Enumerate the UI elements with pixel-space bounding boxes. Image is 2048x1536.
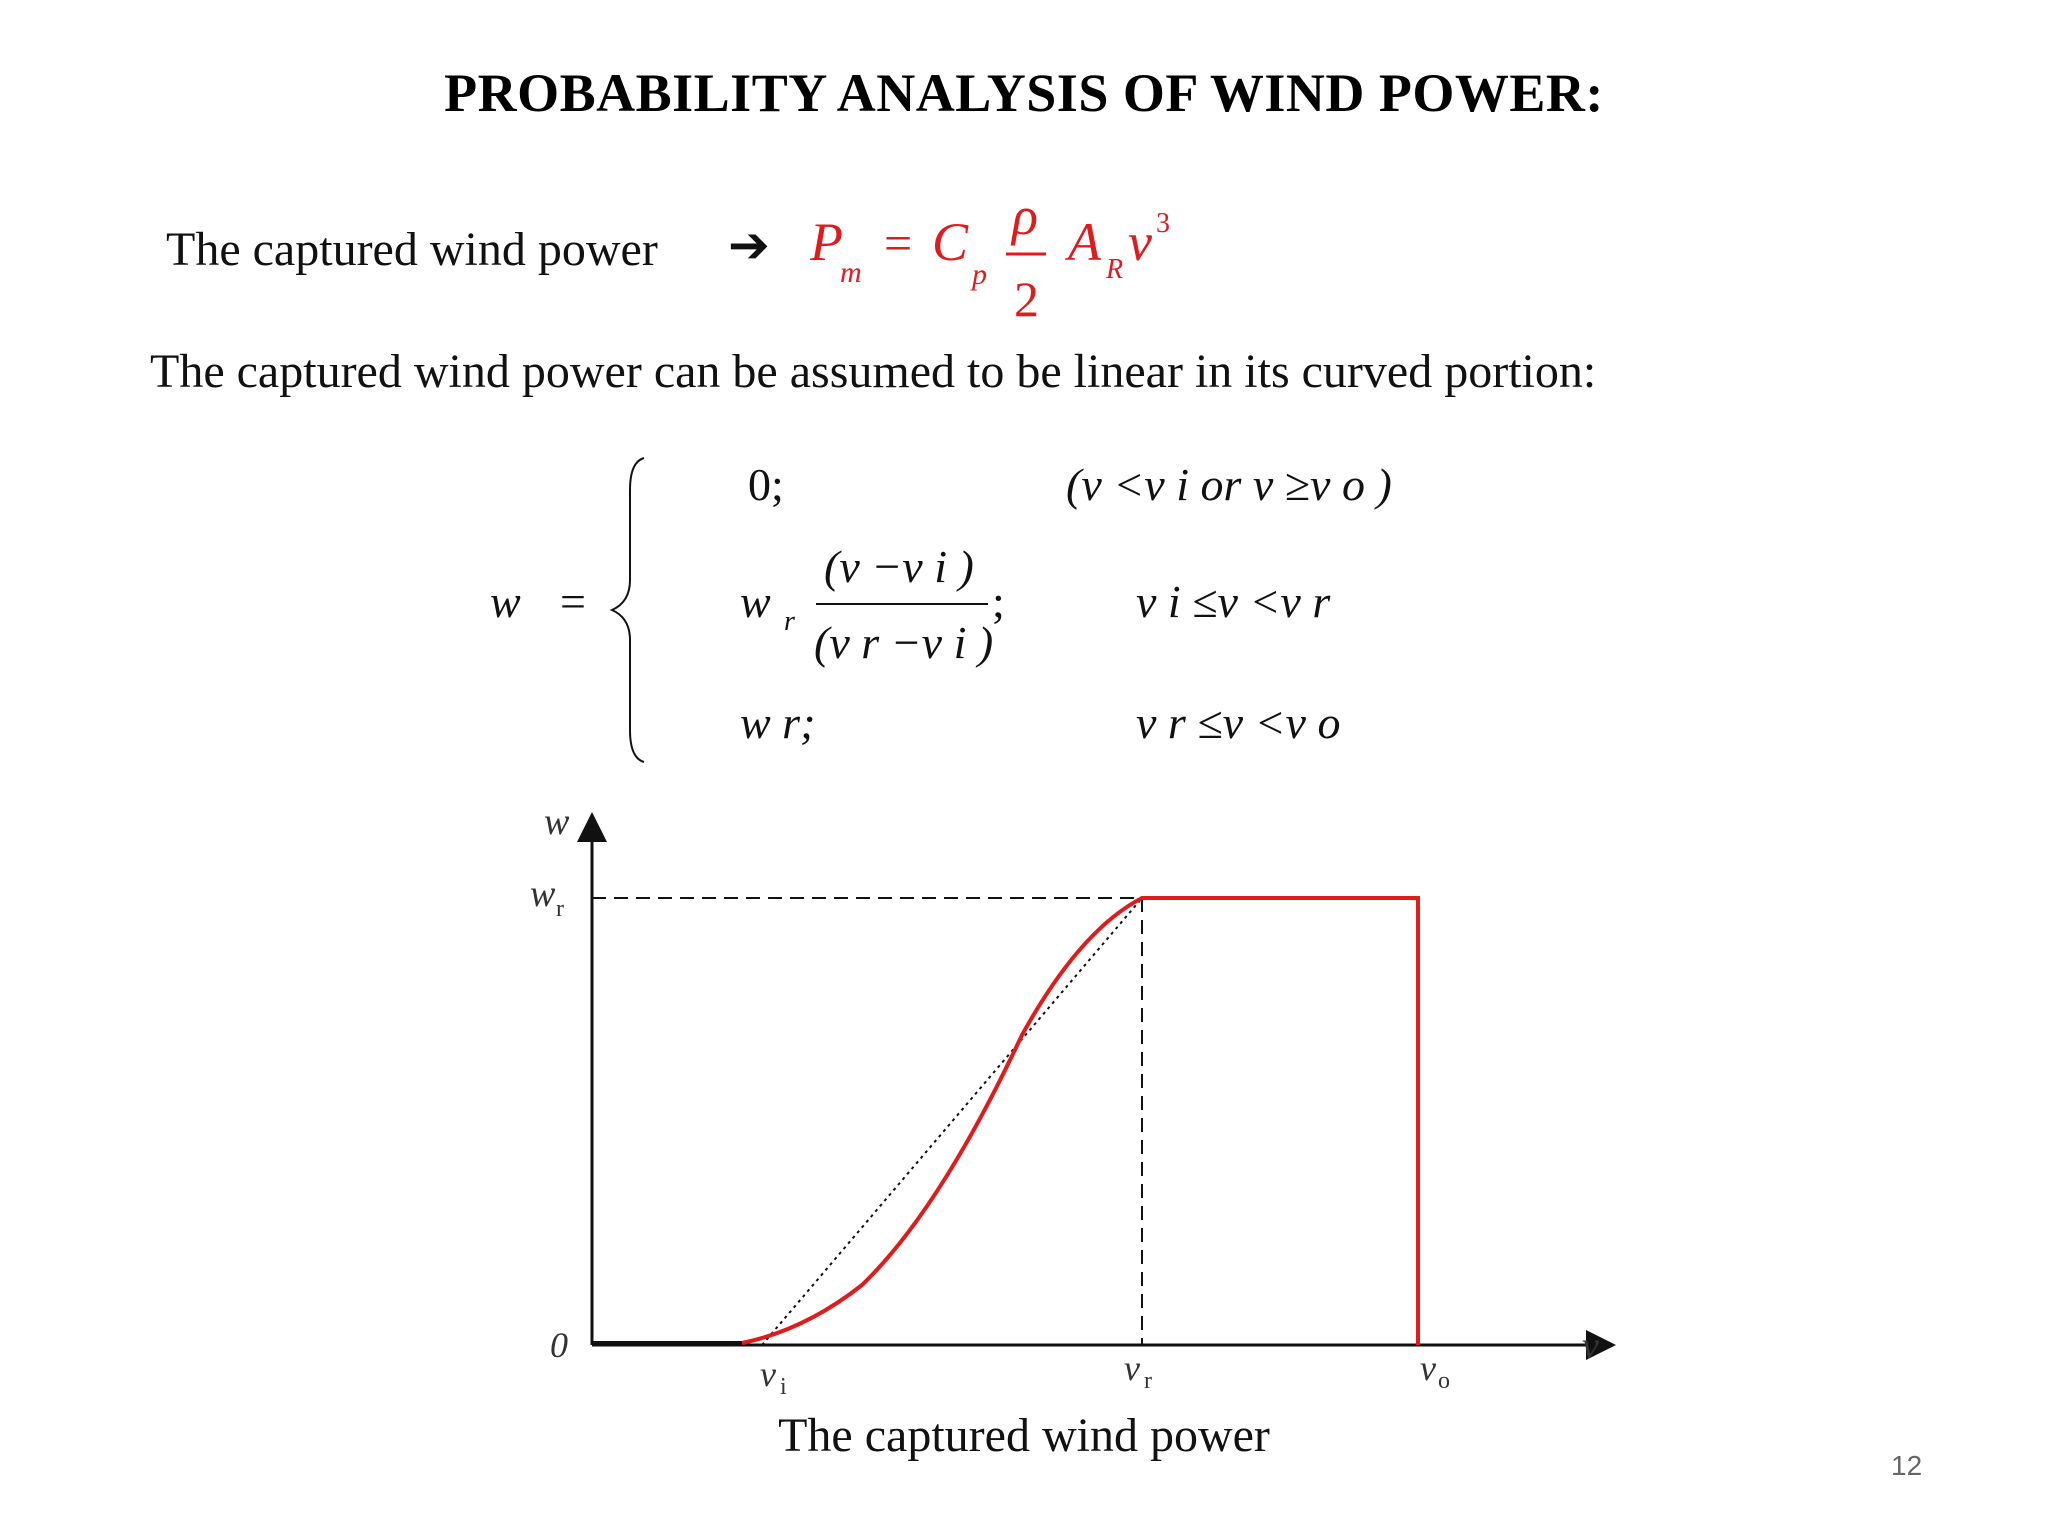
case1-condition: (v <v i or v ≥v o ) (1066, 459, 1392, 510)
vo-label: v (1420, 1348, 1436, 1388)
origin-label: 0 (550, 1325, 568, 1365)
formula-a-sub: R (1105, 254, 1123, 285)
case2-condition: v i ≤v <v r (1136, 576, 1331, 627)
right-arrow-icon: ➔ (728, 216, 770, 274)
power-formula: P m = C p ρ 2 A R v 3 (809, 188, 1170, 327)
case2-semicolon: ; (992, 576, 1005, 627)
case1-value: 0; (748, 459, 784, 510)
formula-two: 2 (1014, 271, 1039, 327)
x-axis-label: v (1582, 1325, 1599, 1367)
diagram-caption: The captured wind power (778, 1409, 1270, 1462)
formula-eq: = (884, 215, 912, 271)
piecewise-lhs: w (490, 576, 521, 627)
vr-label: v (1124, 1348, 1140, 1388)
vi-sub: i (780, 1374, 787, 1400)
linear-approximation-line (761, 897, 1143, 1346)
vo-sub: o (1438, 1368, 1450, 1394)
statement-text: The captured wind power can be assumed t… (150, 345, 1597, 398)
formula-a: A (1065, 212, 1102, 272)
case2-denominator: (v r −v i ) (814, 617, 993, 668)
case2-numerator: (v −v i ) (824, 541, 974, 592)
piecewise-brace (609, 457, 645, 763)
formula-p-sub: m (840, 256, 862, 289)
case3-condition: v r ≤v <v o (1136, 697, 1340, 748)
case3-value: w r; (740, 697, 815, 748)
intro-label: The captured wind power (166, 223, 658, 276)
piecewise-eq: = (560, 576, 586, 627)
vr-sub: r (1144, 1368, 1152, 1394)
formula-v: v (1128, 212, 1152, 272)
formula-v-exp: 3 (1156, 208, 1170, 239)
case2-w-sub: r (784, 606, 795, 637)
wr-sub: r (556, 896, 564, 922)
formula-p: P (809, 212, 843, 272)
wr-label: w (530, 873, 556, 915)
formula-c-sub: p (970, 258, 987, 291)
slide-title: PROBABILITY ANALYSIS OF WIND POWER: (444, 63, 1604, 123)
captured-power-curve (741, 896, 1420, 1345)
formula-c: C (932, 212, 969, 272)
case2-w: w (740, 576, 771, 627)
formula-rho: ρ (1010, 188, 1038, 246)
y-axis-label: w (544, 801, 570, 843)
wind-power-diagram: w v 0 w r v i v r v o (530, 801, 1616, 1400)
piecewise-equation: w = 0; (v <v i or v ≥v o ) w r (v −v i )… (490, 457, 1392, 763)
vi-label: v (760, 1354, 776, 1394)
page-number: 12 (1891, 1450, 1923, 1481)
